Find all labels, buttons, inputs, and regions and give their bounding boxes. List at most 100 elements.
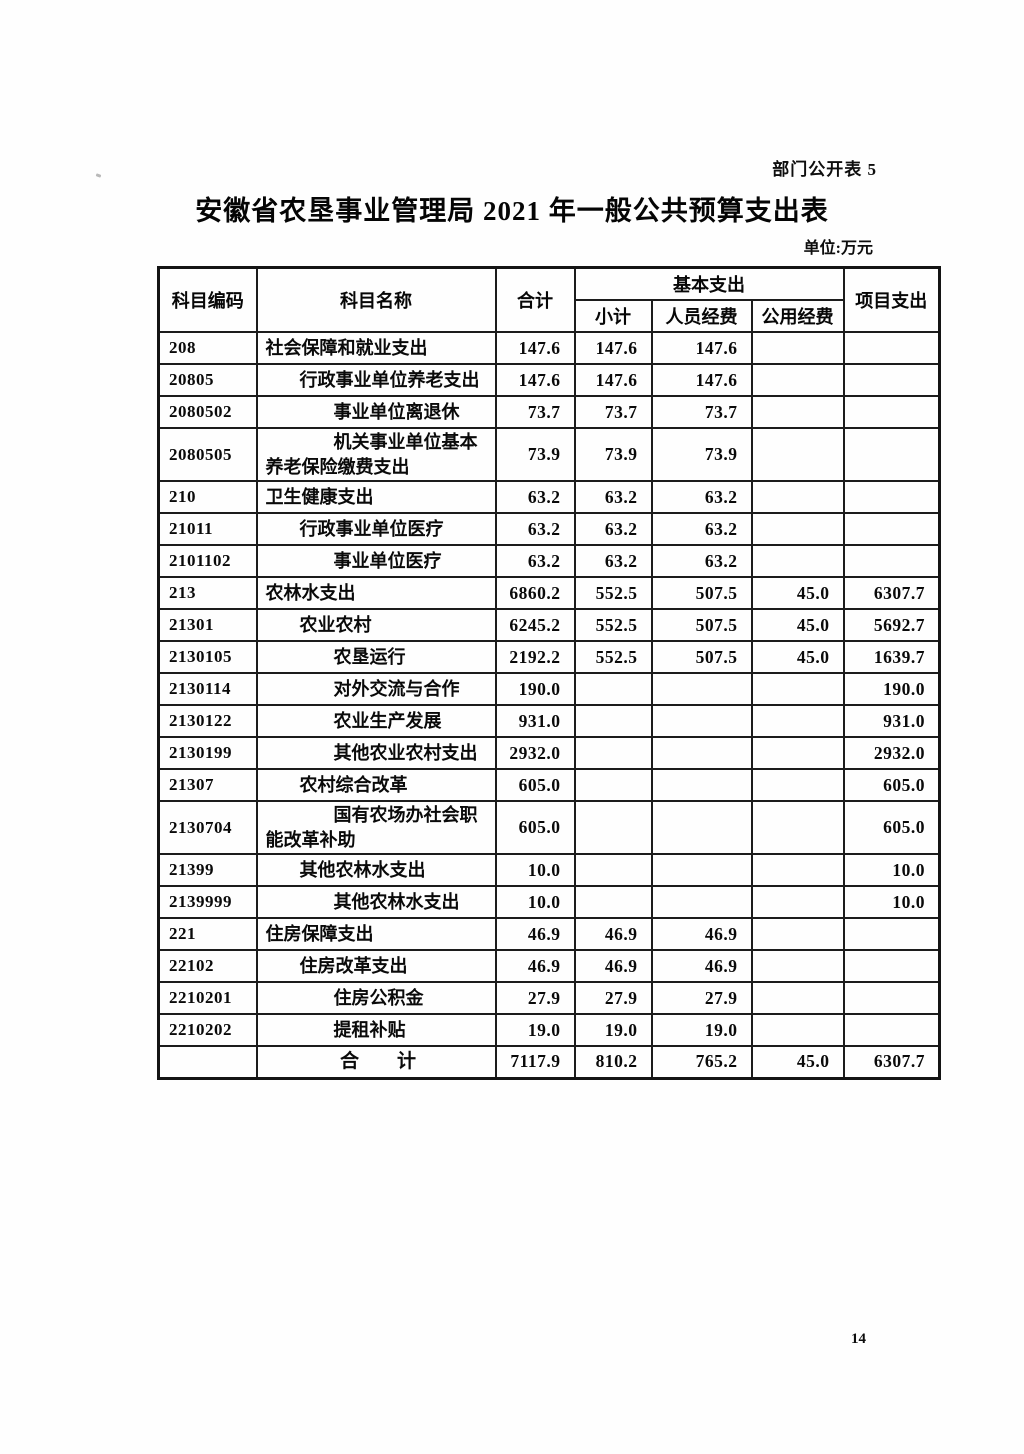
cell-name: 合 计 — [255, 1045, 497, 1079]
cell-personnel: 147.6 — [650, 363, 753, 397]
cell-public — [750, 704, 845, 738]
cell-name: 对外交流与合作 — [255, 672, 497, 706]
cell-total: 147.6 — [494, 363, 576, 397]
page-number: 14 — [851, 1331, 866, 1347]
cell-name: 卫生健康支出 — [255, 480, 497, 514]
header-project: 项目支出 — [842, 266, 941, 333]
cell-personnel — [650, 768, 753, 802]
cell-code: 2080502 — [157, 395, 258, 429]
cell-subtotal: 147.6 — [573, 363, 653, 397]
cell-project: 2932.0 — [842, 736, 941, 770]
cell-public — [750, 480, 845, 514]
cell-personnel — [650, 704, 753, 738]
cell-project — [842, 544, 941, 578]
cell-personnel: 27.9 — [650, 981, 753, 1015]
table-row: 2130114 对外交流与合作 190.0 190.0 — [157, 672, 941, 706]
cell-public — [750, 853, 845, 887]
table-row: 22102 住房改革支出 46.9 46.9 46.9 — [157, 949, 941, 983]
cell-project: 190.0 — [842, 672, 941, 706]
cell-public — [750, 512, 845, 546]
cell-personnel: 73.9 — [650, 427, 753, 482]
cell-public: 45.0 — [750, 1045, 845, 1079]
cell-public — [750, 544, 845, 578]
cell-code: 2130105 — [157, 640, 258, 674]
cell-personnel: 147.6 — [650, 331, 753, 365]
header-total: 合计 — [494, 266, 576, 333]
cell-subtotal — [573, 672, 653, 706]
cell-subtotal — [573, 736, 653, 770]
cell-subtotal: 147.6 — [573, 331, 653, 365]
cell-public — [750, 885, 845, 919]
cell-total: 7117.9 — [494, 1045, 576, 1079]
cell-project: 6307.7 — [842, 576, 941, 610]
cell-name: 农垦运行 — [255, 640, 497, 674]
cell-personnel — [650, 885, 753, 919]
cell-code: 2101102 — [157, 544, 258, 578]
cell-code: 2130704 — [157, 800, 258, 855]
cell-code: 21399 — [157, 853, 258, 887]
cell-subtotal: 46.9 — [573, 917, 653, 951]
cell-subtotal: 63.2 — [573, 512, 653, 546]
cell-project — [842, 395, 941, 429]
cell-project — [842, 981, 941, 1015]
table-row: 2130704 国有农场办社会职 能改革补助 605.0 605.0 — [157, 800, 941, 855]
cell-name: 社会保障和就业支出 — [255, 331, 497, 365]
table-row: 21011 行政事业单位医疗 63.2 63.2 63.2 — [157, 512, 941, 546]
cell-name: 提租补贴 — [255, 1013, 497, 1047]
cell-project: 5692.7 — [842, 608, 941, 642]
table-row: 2101102 事业单位医疗 63.2 63.2 63.2 — [157, 544, 941, 578]
cell-total: 63.2 — [494, 544, 576, 578]
cell-code: 221 — [157, 917, 258, 951]
cell-total: 27.9 — [494, 981, 576, 1015]
cell-name: 其他农林水支出 — [255, 885, 497, 919]
cell-subtotal: 63.2 — [573, 544, 653, 578]
cell-code: 2130199 — [157, 736, 258, 770]
table-row: 2080502 事业单位离退休 73.7 73.7 73.7 — [157, 395, 941, 429]
unit-label: 单位:万元 — [803, 240, 873, 257]
cell-total: 147.6 — [494, 331, 576, 365]
cell-total: 10.0 — [494, 853, 576, 887]
cell-personnel: 19.0 — [650, 1013, 753, 1047]
cell-subtotal — [573, 704, 653, 738]
cell-total: 6245.2 — [494, 608, 576, 642]
cell-personnel: 63.2 — [650, 480, 753, 514]
cell-code: 2130122 — [157, 704, 258, 738]
table-row: 208 社会保障和就业支出 147.6 147.6 147.6 — [157, 331, 941, 365]
cell-project: 10.0 — [842, 885, 941, 919]
cell-public: 45.0 — [750, 608, 845, 642]
table-row: 2210202 提租补贴 19.0 19.0 19.0 — [157, 1013, 941, 1047]
cell-project: 931.0 — [842, 704, 941, 738]
cell-public: 45.0 — [750, 640, 845, 674]
header-basic-group: 基本支出 — [573, 266, 845, 301]
cell-project: 10.0 — [842, 853, 941, 887]
cell-public — [750, 917, 845, 951]
cell-name: 其他农林水支出 — [255, 853, 497, 887]
cell-project: 605.0 — [842, 768, 941, 802]
cell-subtotal: 19.0 — [573, 1013, 653, 1047]
cell-name: 其他农业农村支出 — [255, 736, 497, 770]
cell-code: 20805 — [157, 363, 258, 397]
budget-table-header: 科目编码 科目名称 合计 基本支出 项目支出 小计 人员经费 公用经费 — [157, 266, 941, 333]
cell-public — [750, 768, 845, 802]
cell-subtotal: 552.5 — [573, 576, 653, 610]
cell-project: 1639.7 — [842, 640, 941, 674]
cell-total: 605.0 — [494, 800, 576, 855]
cell-personnel: 46.9 — [650, 917, 753, 951]
cell-public — [750, 672, 845, 706]
cell-personnel: 63.2 — [650, 512, 753, 546]
cell-project — [842, 512, 941, 546]
total-row: 合 计 7117.9 810.2 765.2 45.0 6307.7 — [157, 1045, 941, 1079]
cell-total: 2192.2 — [494, 640, 576, 674]
cell-subtotal: 552.5 — [573, 640, 653, 674]
cell-name: 行政事业单位医疗 — [255, 512, 497, 546]
cell-name: 农村综合改革 — [255, 768, 497, 802]
cell-project — [842, 480, 941, 514]
table-row: 21301 农业农村 6245.2 552.5 507.5 45.0 5692.7 — [157, 608, 941, 642]
cell-total: 46.9 — [494, 949, 576, 983]
cell-public — [750, 1013, 845, 1047]
table-row: 21307 农村综合改革 605.0 605.0 — [157, 768, 941, 802]
cell-personnel: 63.2 — [650, 544, 753, 578]
cell-subtotal: 73.7 — [573, 395, 653, 429]
cell-total: 73.9 — [494, 427, 576, 482]
